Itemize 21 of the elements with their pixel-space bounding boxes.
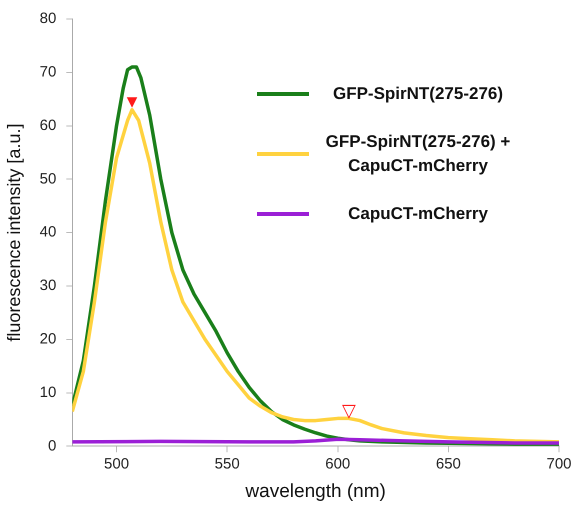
- x-tick-label: 500: [104, 455, 130, 472]
- annotation: ▼: [123, 92, 141, 112]
- legend-label: GFP-SpirNT(275-276) + CapuCT-mCherry: [324, 131, 512, 177]
- legend-label: CapuCT-mCherry: [347, 203, 489, 225]
- x-tick-label: 700: [546, 455, 572, 472]
- x-tick-label: 550: [214, 455, 240, 472]
- x-tick-label: 650: [436, 455, 461, 472]
- x-tick-label: 600: [325, 455, 350, 472]
- y-tick-label: 0: [48, 437, 56, 454]
- y-tick-label: 30: [40, 277, 56, 294]
- y-tick-label: 20: [40, 330, 56, 348]
- y-tick-label: 80: [40, 10, 56, 28]
- y-tick-label: 10: [40, 384, 56, 401]
- y-axis-title: fluorescence intensity [a.u.]: [4, 124, 24, 342]
- legend-label: GFP-SpirNT(275-276): [332, 83, 504, 105]
- y-tick-label: 40: [40, 224, 56, 241]
- y-tick-label: 60: [40, 116, 56, 134]
- x-axis-title: wavelength (nm): [244, 480, 386, 502]
- y-tick-label: 70: [40, 64, 56, 81]
- annotation: ▽: [342, 400, 356, 420]
- y-tick-label: 50: [40, 170, 56, 188]
